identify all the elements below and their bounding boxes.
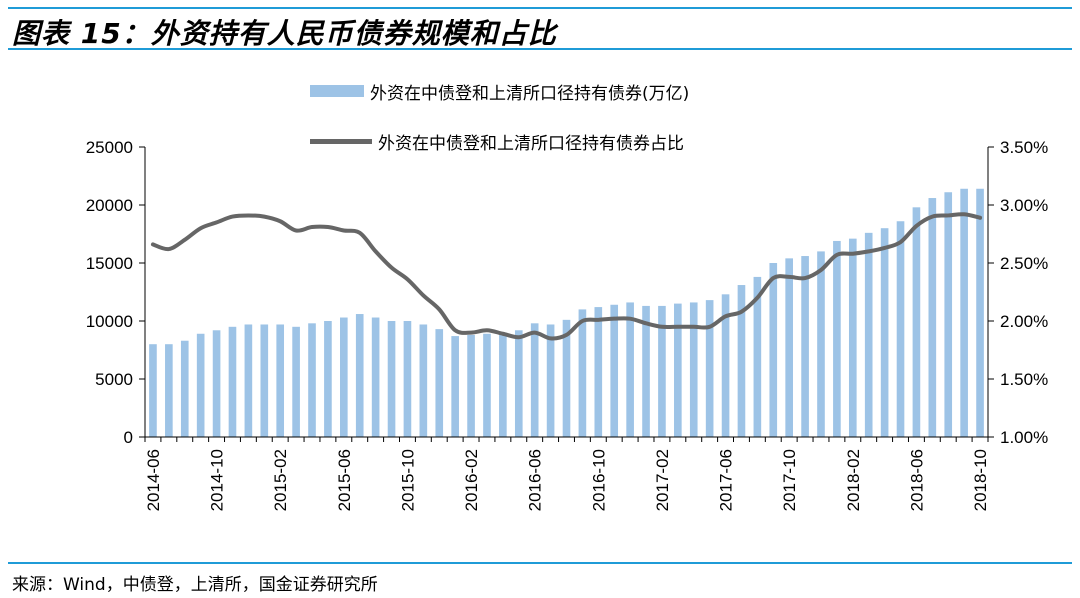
bar-2017-02 [658,305,666,437]
legend-item-line: 外资在中债登和上清所口径持有债券占比 [310,128,689,154]
x-tick-label: 2015-10 [398,449,417,511]
bar-2017-08 [753,276,762,437]
bar-2015-01 [260,324,269,437]
bar-2018-09 [960,188,968,437]
left-tick-label: 0 [124,428,133,447]
plot-marks [149,188,984,437]
legend-label-bar: 外资在中债登和上清所口径持有债券(万亿) [370,83,690,104]
right-tick-label: 1.50% [1000,370,1048,389]
left-tick-label: 15000 [86,254,133,273]
bar-2017-12 [817,251,825,437]
left-tick-label: 20000 [86,196,133,215]
bar-2015-09 [387,321,396,437]
x-tick-label: 2018-02 [844,449,863,511]
bar-2015-10 [403,321,412,437]
bar-2017-03 [674,303,682,437]
bar-2018-03 [864,232,873,437]
left-tick-label: 5000 [95,370,133,389]
source-note: 来源：Wind，中债登，上清所，国金证券研究所 [12,575,378,595]
bar-2017-04 [689,302,698,437]
bar-2014-12 [244,324,253,437]
bar-2017-07 [737,285,746,437]
bar-2016-11 [610,304,619,437]
bar-2016-08 [562,319,571,437]
bar-2015-07 [355,314,364,437]
title-rule-top [8,7,1072,9]
x-tick-label: 2018-10 [971,449,990,511]
left-tick-label: 10000 [86,312,133,331]
bar-2018-04 [880,228,889,437]
title-rule-bottom [8,48,1072,50]
bar-2015-05 [324,321,332,437]
bar-2018-08 [944,192,953,437]
bar-2015-06 [340,317,348,437]
bar-2014-11 [228,326,237,437]
x-tick-label: 2015-02 [271,449,290,511]
right-tick-label: 3.50% [1000,138,1048,157]
axes: 0 5000 10000 15000 20000 25000 1.00% 1.50% 2.00%… [86,138,1048,511]
x-tick-label: 2016-10 [589,449,608,511]
bar-2014-09 [196,333,205,437]
bar-2018-10 [976,188,984,437]
bar-2016-06 [530,323,539,437]
bar-2015-02 [276,324,285,437]
bar-2014-08 [180,340,189,437]
bar-2016-07 [546,324,555,437]
bar-2017-11 [801,256,809,437]
bar-2018-07 [928,198,937,437]
bar-2016-04 [499,332,507,437]
bar-2018-05 [896,221,905,437]
bar-2015-04 [308,323,316,437]
bar-2016-12 [626,302,634,437]
bar-2018-02 [848,238,857,437]
bar-2016-05 [514,330,523,437]
right-tick-label: 2.00% [1000,312,1048,331]
right-tick-label: 3.00% [1000,196,1048,215]
legend: 外资在中债登和上清所口径持有债券(万亿) 外资在中债登和上清所口径持有债券占比 [310,78,689,178]
legend-swatch-bar [310,85,364,97]
bar-2018-06 [912,207,921,437]
right-tick-label: 2.50% [1000,254,1048,273]
bar-2015-03 [292,326,300,437]
bar-2017-10 [785,258,793,437]
left-tick-label: 25000 [86,138,133,157]
x-tick-label: 2017-06 [717,449,736,511]
bar-2017-09 [769,263,778,437]
legend-label-line: 外资在中债登和上清所口径持有债券占比 [378,133,684,154]
bar-2016-10 [594,307,603,437]
bar-2015-11 [419,324,428,437]
figure-title: 图表 15：外资持有人民币债券规模和占比 [12,17,557,50]
x-tick-label: 2017-10 [780,449,799,511]
legend-item-bar: 外资在中债登和上清所口径持有债券(万亿) [310,78,689,104]
bar-2016-03 [483,333,491,437]
bar-2017-06 [721,294,730,437]
chart: 0 5000 10000 15000 20000 25000 1.00% 1.50% 2.00%… [86,138,1048,511]
x-tick-label: 2015-06 [335,449,354,511]
x-tick-label: 2018-06 [907,449,926,511]
x-tick-label: 2017-02 [653,449,672,511]
bar-2016-09 [578,309,587,437]
bar-2014-06 [149,344,157,437]
x-tick-label: 2014-10 [208,449,227,511]
x-tick-label: 2014-06 [144,449,163,511]
bar-2016-02 [467,334,475,437]
bar-2017-01 [642,305,650,437]
bar-2015-12 [435,329,444,437]
bar-2017-05 [705,300,714,437]
source-rule [8,562,1072,564]
title-bar: 图表 15：外资持有人民币债券规模和占比 [0,0,1080,52]
bar-2018-01 [833,240,841,437]
right-tick-label: 1.00% [1000,428,1048,447]
x-tick-label: 2016-02 [462,449,481,511]
bar-2015-08 [371,317,380,437]
bar-2014-07 [165,344,173,437]
bar-2016-01 [451,336,459,437]
legend-swatch-line [310,138,372,144]
bar-2014-10 [212,330,221,437]
x-tick-label: 2016-06 [526,449,545,511]
